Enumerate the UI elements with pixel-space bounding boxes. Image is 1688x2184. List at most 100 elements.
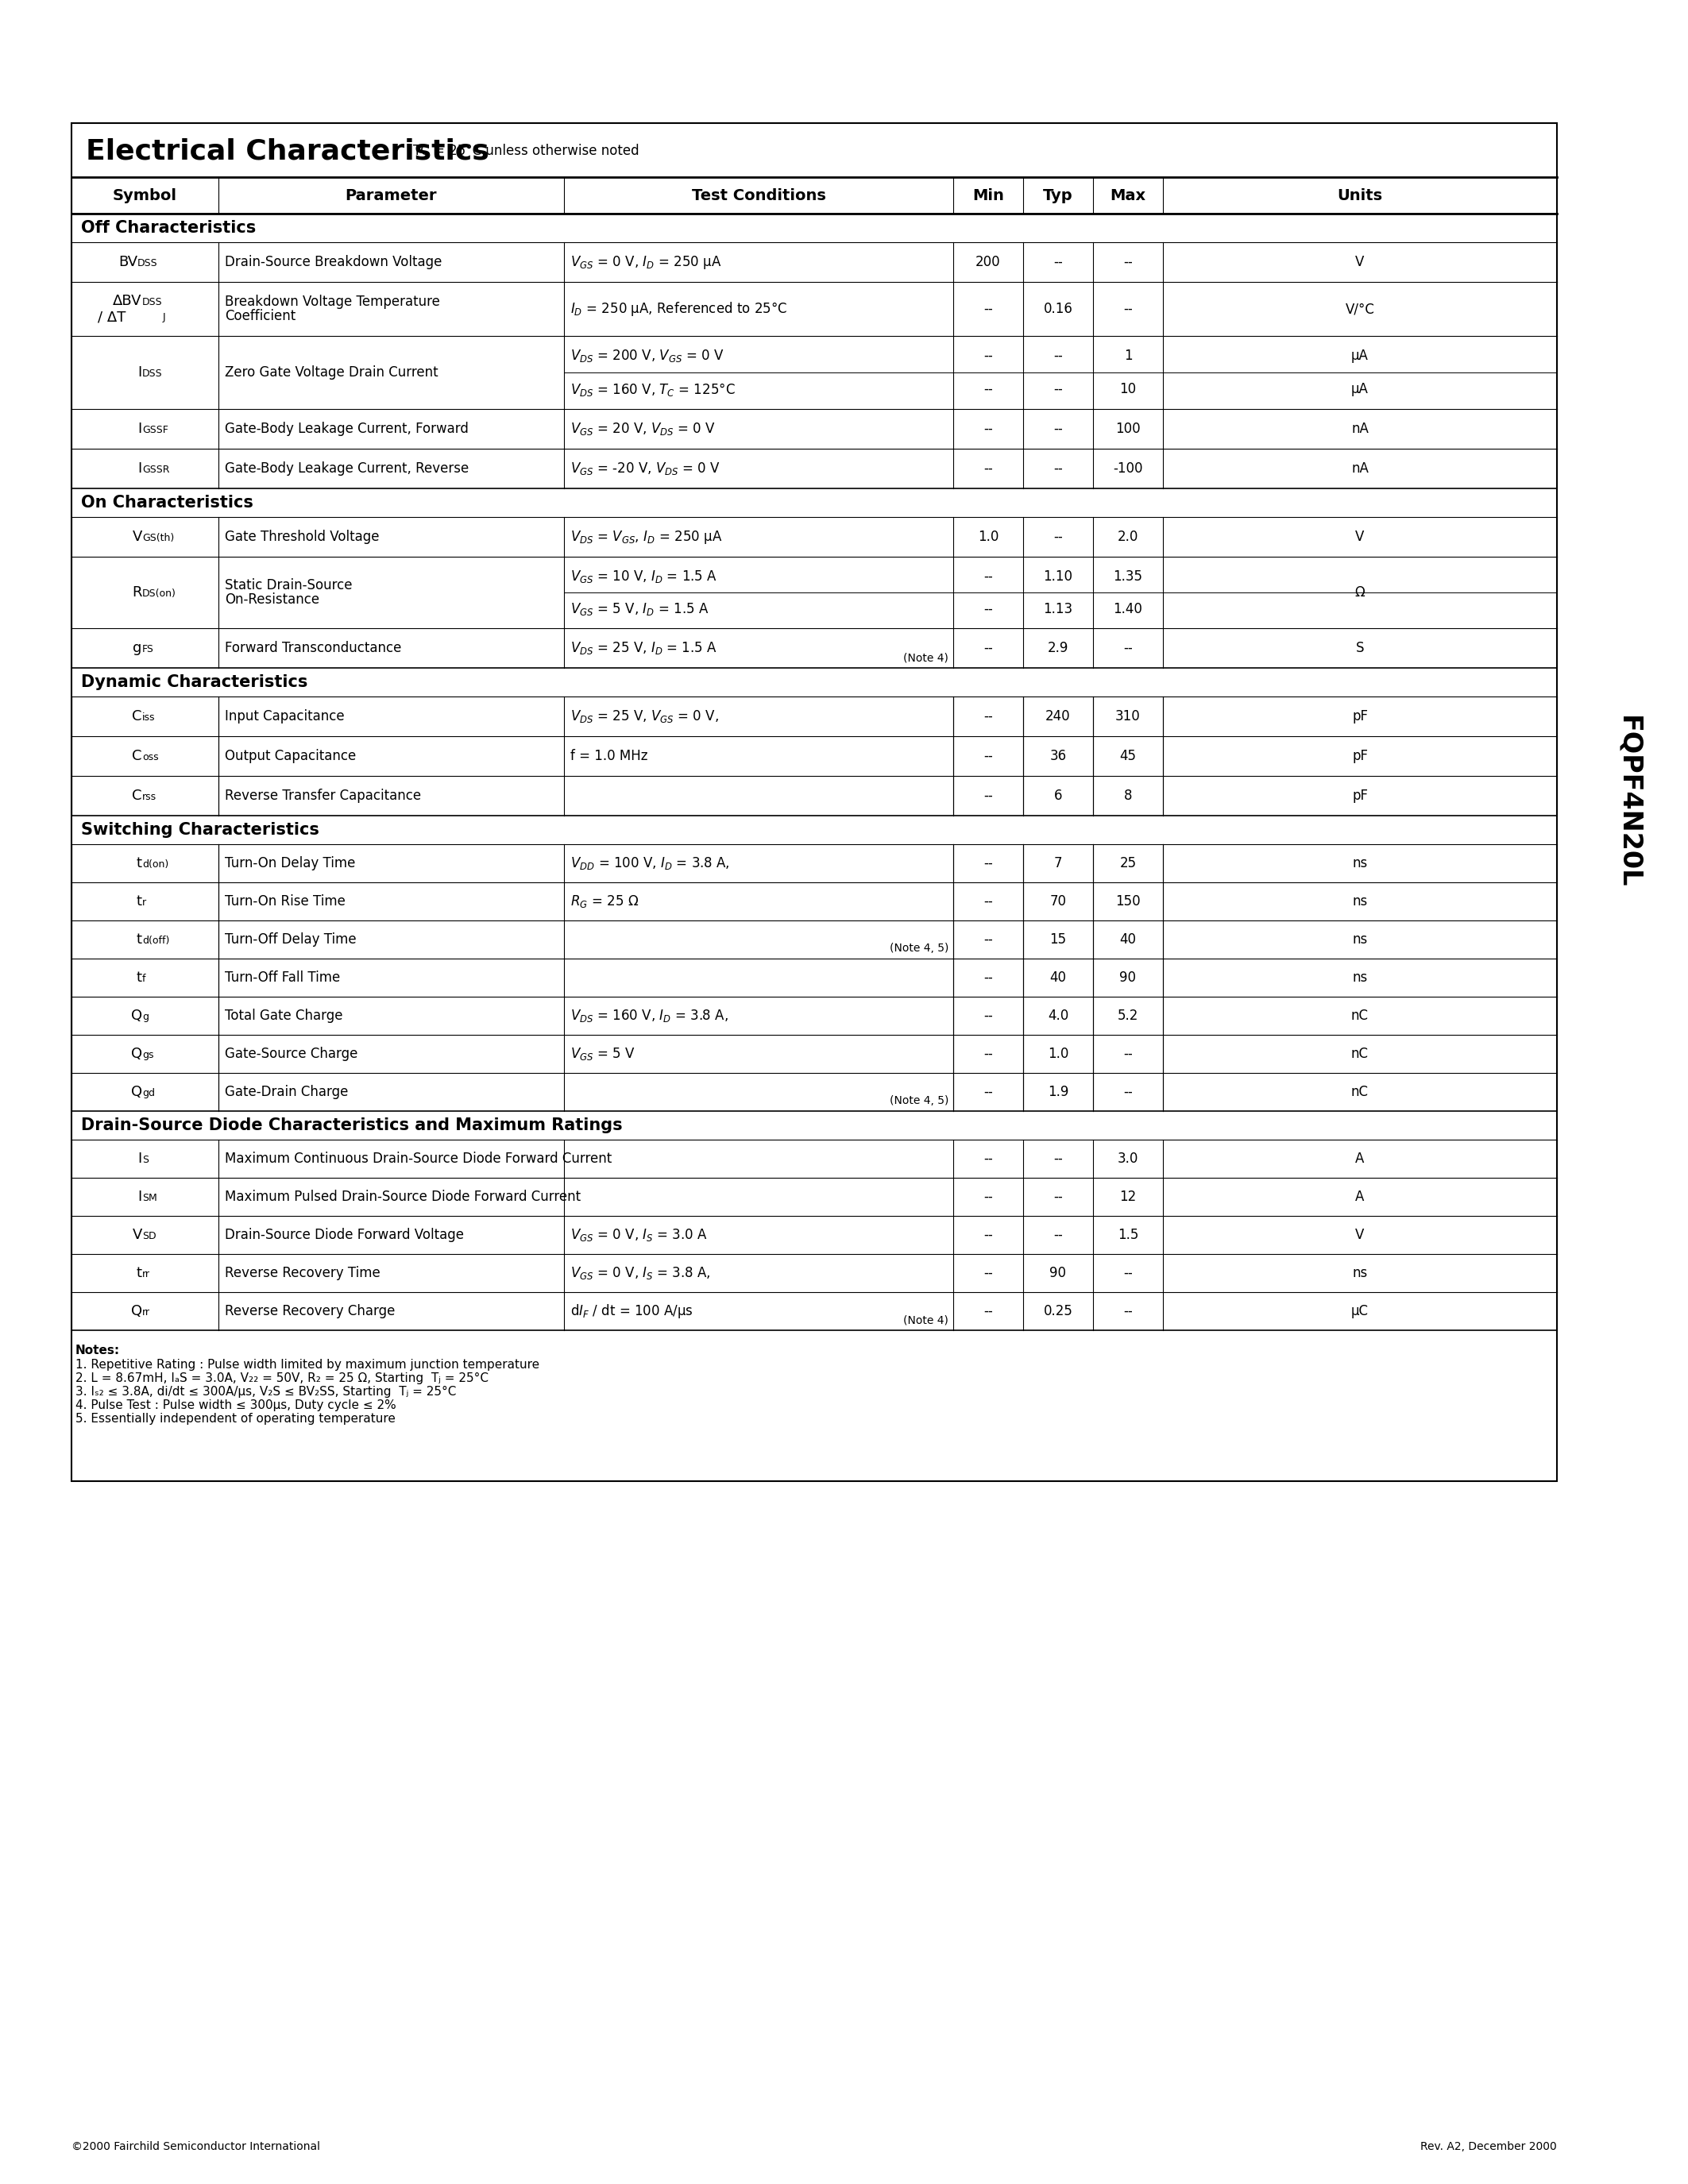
Text: rr: rr <box>142 1269 150 1280</box>
Text: --: -- <box>984 788 993 804</box>
Text: Gate-Body Leakage Current, Reverse: Gate-Body Leakage Current, Reverse <box>225 461 469 476</box>
Text: g: g <box>133 640 142 655</box>
Text: --: -- <box>1123 1304 1133 1319</box>
Text: 90: 90 <box>1050 1267 1067 1280</box>
Text: Q: Q <box>130 1304 142 1319</box>
Text: 1. Repetitive Rating : Pulse width limited by maximum junction temperature: 1. Repetitive Rating : Pulse width limit… <box>76 1358 540 1372</box>
Text: --: -- <box>984 570 993 583</box>
Text: Maximum Continuous Drain-Source Diode Forward Current: Maximum Continuous Drain-Source Diode Fo… <box>225 1151 611 1166</box>
Text: gs: gs <box>142 1051 154 1059</box>
Text: --: -- <box>1123 256 1133 269</box>
Text: TC = 25°C unless otherwise noted: TC = 25°C unless otherwise noted <box>414 144 640 157</box>
Text: DSS: DSS <box>142 369 162 378</box>
Text: --: -- <box>984 710 993 723</box>
Text: Notes:: Notes: <box>76 1345 120 1356</box>
Text: 150: 150 <box>1116 893 1141 909</box>
Text: V: V <box>1355 1227 1364 1243</box>
Text: --: -- <box>984 1304 993 1319</box>
Text: FQPF4N20L: FQPF4N20L <box>1615 716 1641 889</box>
Text: 7: 7 <box>1053 856 1062 871</box>
Text: I: I <box>138 1151 142 1166</box>
Text: --: -- <box>984 640 993 655</box>
Text: Coefficient: Coefficient <box>225 308 295 323</box>
Text: DSS: DSS <box>138 258 159 269</box>
Text: S: S <box>142 1155 149 1164</box>
Text: Parameter: Parameter <box>346 188 437 203</box>
Text: 4.0: 4.0 <box>1048 1009 1069 1022</box>
Text: --: -- <box>984 893 993 909</box>
Text: nA: nA <box>1350 422 1369 437</box>
Text: --: -- <box>984 1046 993 1061</box>
Text: Drain-Source Diode Characteristics and Maximum Ratings: Drain-Source Diode Characteristics and M… <box>81 1118 623 1133</box>
Text: pF: pF <box>1352 788 1367 804</box>
Text: V: V <box>1355 531 1364 544</box>
Text: ΔBV: ΔBV <box>113 295 142 308</box>
Text: --: -- <box>1053 461 1063 476</box>
Text: --: -- <box>984 1267 993 1280</box>
Text: (Note 4, 5): (Note 4, 5) <box>890 943 949 954</box>
Text: Turn-Off Delay Time: Turn-Off Delay Time <box>225 933 356 946</box>
Text: Test Conditions: Test Conditions <box>692 188 825 203</box>
Text: Gate-Body Leakage Current, Forward: Gate-Body Leakage Current, Forward <box>225 422 469 437</box>
Bar <box>71 122 1556 1481</box>
Text: Drain-Source Diode Forward Voltage: Drain-Source Diode Forward Voltage <box>225 1227 464 1243</box>
Text: nA: nA <box>1350 461 1369 476</box>
Text: Total Gate Charge: Total Gate Charge <box>225 1009 343 1022</box>
Text: $R_G$ = 25 Ω: $R_G$ = 25 Ω <box>571 893 638 909</box>
Text: $V_{DS}$ = $V_{GS}$, $I_D$ = 250 μA: $V_{DS}$ = $V_{GS}$, $I_D$ = 250 μA <box>571 529 722 546</box>
Text: gd: gd <box>142 1088 155 1099</box>
Text: --: -- <box>1053 1190 1063 1203</box>
Text: 1.5: 1.5 <box>1117 1227 1138 1243</box>
Text: $I_D$ = 250 μA, Referenced to 25°C: $I_D$ = 250 μA, Referenced to 25°C <box>571 299 787 317</box>
Text: 200: 200 <box>976 256 1001 269</box>
Text: $V_{GS}$ = 0 V, $I_S$ = 3.8 A,: $V_{GS}$ = 0 V, $I_S$ = 3.8 A, <box>571 1265 711 1282</box>
Text: 1.0: 1.0 <box>1048 1046 1069 1061</box>
Text: 36: 36 <box>1050 749 1067 762</box>
Text: nC: nC <box>1350 1046 1369 1061</box>
Text: 2.9: 2.9 <box>1048 640 1069 655</box>
Text: On-Resistance: On-Resistance <box>225 592 319 607</box>
Text: $V_{DS}$ = 200 V, $V_{GS}$ = 0 V: $V_{DS}$ = 200 V, $V_{GS}$ = 0 V <box>571 347 724 365</box>
Text: r: r <box>142 898 147 909</box>
Text: 1.40: 1.40 <box>1114 601 1143 616</box>
Text: --: -- <box>1123 1085 1133 1099</box>
Text: Reverse Recovery Charge: Reverse Recovery Charge <box>225 1304 395 1319</box>
Text: Q: Q <box>130 1046 142 1061</box>
Text: Min: Min <box>972 188 1004 203</box>
Text: 2.0: 2.0 <box>1117 531 1138 544</box>
Text: --: -- <box>1053 422 1063 437</box>
Text: 3.0: 3.0 <box>1117 1151 1138 1166</box>
Text: 1.9: 1.9 <box>1048 1085 1069 1099</box>
Text: Units: Units <box>1337 188 1382 203</box>
Text: t: t <box>137 933 142 946</box>
Text: (Note 4): (Note 4) <box>903 653 949 664</box>
Text: ns: ns <box>1352 1267 1367 1280</box>
Text: --: -- <box>1053 1151 1063 1166</box>
Text: V/°C: V/°C <box>1345 301 1374 317</box>
Text: $V_{GS}$ = -20 V, $V_{DS}$ = 0 V: $V_{GS}$ = -20 V, $V_{DS}$ = 0 V <box>571 461 721 476</box>
Text: 0.25: 0.25 <box>1043 1304 1074 1319</box>
Text: V: V <box>1355 256 1364 269</box>
Text: ns: ns <box>1352 893 1367 909</box>
Text: J: J <box>162 312 165 323</box>
Text: 25: 25 <box>1119 856 1136 871</box>
Text: BV: BV <box>118 256 138 269</box>
Text: t: t <box>137 893 142 909</box>
Text: μA: μA <box>1350 349 1369 363</box>
Text: $V_{GS}$ = 5 V, $I_D$ = 1.5 A: $V_{GS}$ = 5 V, $I_D$ = 1.5 A <box>571 601 709 616</box>
Text: $V_{GS}$ = 20 V, $V_{DS}$ = 0 V: $V_{GS}$ = 20 V, $V_{DS}$ = 0 V <box>571 422 716 437</box>
Text: Q: Q <box>130 1085 142 1099</box>
Text: $V_{GS}$ = 0 V, $I_D$ = 250 μA: $V_{GS}$ = 0 V, $I_D$ = 250 μA <box>571 253 721 271</box>
Text: d(on): d(on) <box>142 858 169 869</box>
Text: Drain-Source Breakdown Voltage: Drain-Source Breakdown Voltage <box>225 256 442 269</box>
Text: g: g <box>142 1011 149 1022</box>
Text: I: I <box>138 422 142 437</box>
Text: $V_{DS}$ = 160 V, $T_C$ = 125°C: $V_{DS}$ = 160 V, $T_C$ = 125°C <box>571 380 736 397</box>
Text: --: -- <box>984 970 993 985</box>
Text: Typ: Typ <box>1043 188 1074 203</box>
Text: --: -- <box>1053 531 1063 544</box>
Text: GS(th): GS(th) <box>142 533 174 544</box>
Text: 0.16: 0.16 <box>1043 301 1074 317</box>
Text: Gate-Source Charge: Gate-Source Charge <box>225 1046 358 1061</box>
Text: 5.2: 5.2 <box>1117 1009 1138 1022</box>
